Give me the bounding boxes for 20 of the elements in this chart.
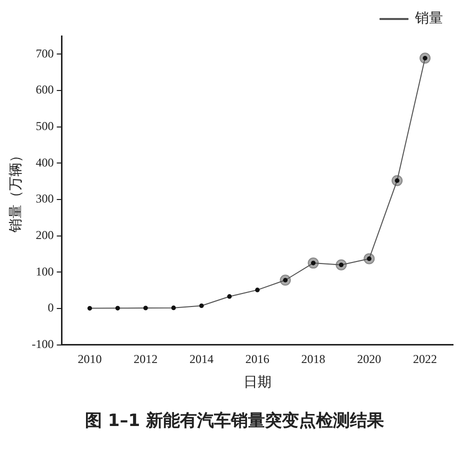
y-tick-label: -100 xyxy=(32,336,54,351)
y-tick-label: 700 xyxy=(36,46,54,60)
y-tick-label: 200 xyxy=(36,228,54,242)
y-tick-label: 0 xyxy=(48,300,54,315)
x-tick-label: 2010 xyxy=(78,352,102,366)
x-tick-label: 2020 xyxy=(357,352,382,366)
caption: 图 1–1 新能有汽车销量突变点检测结果 xyxy=(84,410,385,432)
x-tick-label: 2012 xyxy=(134,352,158,366)
x-tick-label: 2014 xyxy=(190,352,214,366)
y-tick-label: 500 xyxy=(36,118,54,133)
x-tick-label: 2018 xyxy=(301,352,326,366)
y-tick-label: 600 xyxy=(36,82,54,97)
x-tick-label: 2016 xyxy=(245,352,270,366)
y-tick-label: 100 xyxy=(36,264,54,278)
y-tick-label: 300 xyxy=(36,192,54,206)
y-tick-label: 400 xyxy=(36,155,54,170)
y-axis-title: 销量（万辆） xyxy=(8,148,24,234)
legend-label: 销量 xyxy=(414,10,443,27)
x-axis-title: 日期 xyxy=(243,374,272,390)
x-tick-label: 2022 xyxy=(413,352,438,366)
